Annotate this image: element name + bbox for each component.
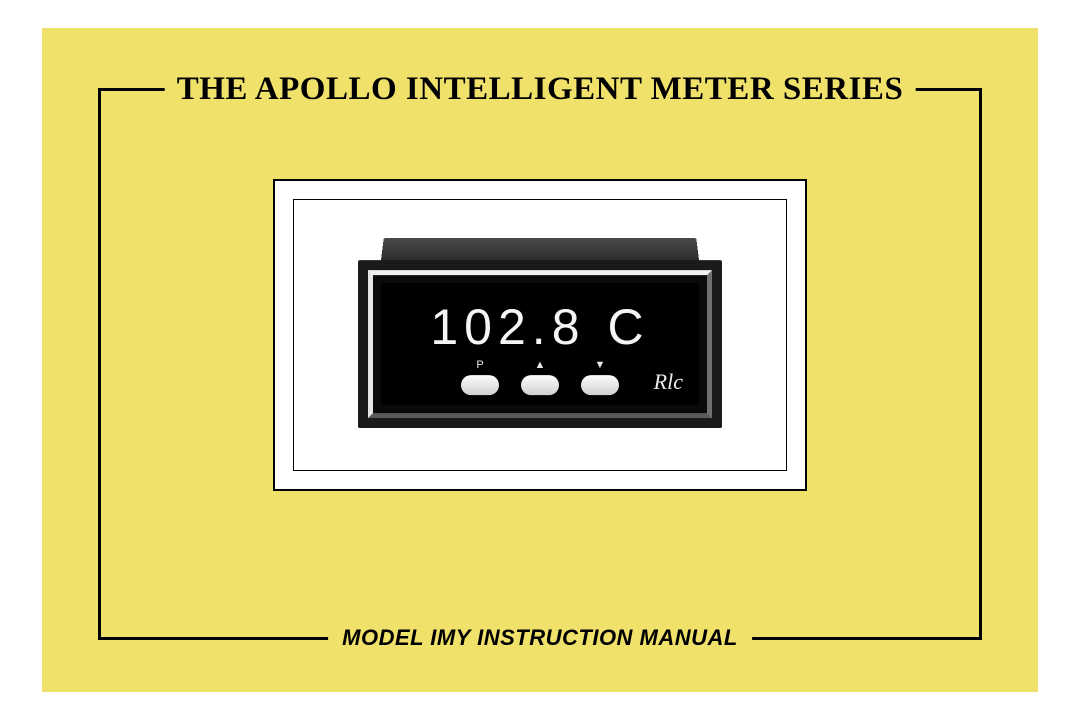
- model-subtitle: MODEL IMY INSTRUCTION MANUAL: [342, 625, 738, 651]
- title-container: THE APOLLO INTELLIGENT METER SERIES: [165, 71, 916, 108]
- meter-device: 102.8 C P ▲: [358, 234, 722, 428]
- product-photo-inner-frame: 102.8 C P ▲: [293, 199, 787, 471]
- outer-border-frame: THE APOLLO INTELLIGENT METER SERIES 102.…: [98, 88, 982, 640]
- button-group-p: P: [461, 360, 499, 395]
- p-button[interactable]: [461, 375, 499, 395]
- up-button[interactable]: [521, 375, 559, 395]
- triangle-up-icon: ▲: [535, 360, 546, 372]
- subtitle-container: MODEL IMY INSTRUCTION MANUAL: [328, 625, 752, 651]
- manual-cover-page: THE APOLLO INTELLIGENT METER SERIES 102.…: [42, 28, 1038, 692]
- button-group-up: ▲: [521, 360, 559, 395]
- down-button[interactable]: [581, 375, 619, 395]
- lcd-display: 102.8 C: [395, 295, 685, 359]
- meter-body: 102.8 C P ▲: [358, 260, 722, 428]
- series-title: THE APOLLO INTELLIGENT METER SERIES: [177, 71, 904, 108]
- button-group-down: ▼: [581, 360, 619, 395]
- triangle-down-icon: ▼: [595, 360, 606, 372]
- meter-face: 102.8 C P ▲: [381, 283, 699, 405]
- lcd-value: 102.8: [430, 298, 585, 356]
- lcd-unit: C: [608, 298, 650, 356]
- product-photo-frame: 102.8 C P ▲: [273, 179, 807, 491]
- button-row: P ▲ ▼: [381, 360, 699, 395]
- brand-logo: Rlc: [654, 369, 683, 395]
- button-label-p: P: [476, 360, 483, 372]
- meter-bezel: 102.8 C P ▲: [368, 270, 712, 418]
